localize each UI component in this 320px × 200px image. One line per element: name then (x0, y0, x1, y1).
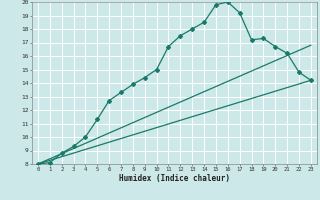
X-axis label: Humidex (Indice chaleur): Humidex (Indice chaleur) (119, 174, 230, 183)
